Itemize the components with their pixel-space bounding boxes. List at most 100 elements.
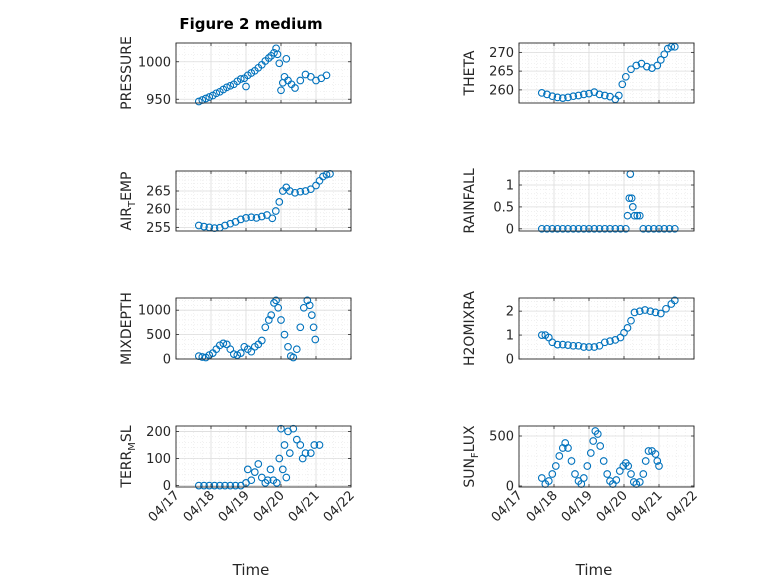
data-point — [221, 221, 229, 230]
data-point — [322, 71, 331, 80]
data-point — [215, 481, 224, 490]
data-point — [644, 224, 653, 233]
y-axis-label: THETA — [462, 50, 478, 96]
subplot-h2omixra: 0 1 2 H2OMIXRA — [462, 291, 695, 368]
data-point — [231, 481, 240, 490]
data-point — [270, 299, 278, 307]
data-point — [595, 341, 604, 350]
data-point — [555, 452, 564, 460]
data-point — [551, 462, 560, 470]
data-point — [543, 90, 551, 99]
data-point — [306, 449, 315, 457]
x-tick-label: 04/18 — [524, 488, 561, 525]
data-point — [630, 211, 639, 220]
data-point — [292, 435, 301, 444]
data-point — [574, 341, 583, 350]
data-point — [641, 306, 649, 314]
data-point — [564, 444, 572, 452]
x-tick-label: 04/21 — [629, 488, 666, 525]
y-tick-label: 1 — [506, 179, 514, 194]
data-point — [579, 474, 588, 482]
data-point — [564, 224, 572, 233]
data-point — [277, 424, 285, 433]
x-axis-label-right: Time — [575, 561, 613, 579]
x-tick-label: 04/21 — [286, 488, 323, 525]
data-point — [653, 457, 662, 465]
data-point — [285, 187, 294, 195]
data-point — [558, 340, 567, 349]
x-tick-label: 04/18 — [181, 488, 218, 525]
data-point — [282, 54, 291, 63]
data-point — [303, 296, 312, 305]
data-point — [226, 481, 235, 490]
data-point — [282, 473, 291, 482]
data-point — [667, 42, 676, 51]
data-point — [635, 211, 644, 220]
y-tick-label: 100 — [146, 452, 171, 467]
data-point — [662, 304, 670, 313]
data-point — [205, 481, 214, 490]
data-point — [272, 296, 280, 305]
data-point — [226, 219, 235, 228]
data-point — [315, 441, 324, 449]
data-point — [264, 316, 273, 324]
data-point — [603, 470, 612, 478]
y-tick-label: 500 — [489, 430, 514, 445]
figure-title: Figure 2 medium — [179, 15, 322, 33]
axes-box — [518, 425, 695, 488]
subplot-rainfall: 0 0.5 1 RAINFALL — [462, 168, 695, 237]
x-tick-label: 04/20 — [251, 488, 288, 525]
data-point — [252, 214, 261, 222]
data-point — [219, 339, 228, 348]
data-point — [247, 213, 256, 222]
data-point — [242, 214, 250, 222]
data-point — [289, 353, 298, 362]
data-point — [285, 449, 294, 457]
subplot-theta: 260 265 270 THETA — [462, 42, 695, 104]
y-tick-label: 950 — [146, 93, 171, 108]
axes-box — [175, 170, 352, 232]
data-point — [670, 224, 679, 233]
data-point — [254, 460, 263, 468]
data-point — [264, 54, 273, 62]
data-point — [291, 188, 299, 197]
data-point — [305, 301, 314, 310]
data-point — [623, 324, 632, 332]
y-axis-label: PRESSURE — [119, 36, 135, 110]
data-point — [564, 341, 572, 349]
data-point — [595, 224, 604, 233]
data-point — [548, 92, 557, 101]
data-point — [571, 470, 579, 478]
data-point — [301, 187, 310, 195]
y-tick-label: 0 — [506, 222, 514, 237]
data-point — [257, 212, 266, 221]
data-point — [194, 97, 203, 106]
data-point — [277, 86, 285, 95]
y-tick-label: 2 — [506, 305, 514, 320]
data-point — [627, 194, 636, 203]
data-point — [201, 94, 210, 103]
data-point — [306, 72, 315, 81]
data-point — [306, 185, 315, 194]
data-point — [606, 224, 614, 233]
data-point — [632, 61, 641, 70]
data-point — [595, 90, 604, 99]
data-point — [296, 187, 305, 196]
data-point — [263, 211, 271, 219]
data-point — [655, 462, 663, 470]
y-axis-label: RAINFALL — [462, 168, 478, 233]
data-point — [625, 194, 634, 203]
data-point — [275, 454, 284, 463]
data-point — [278, 465, 287, 474]
data-point — [242, 82, 250, 91]
data-point — [247, 476, 256, 485]
y-tick-label: 1000 — [138, 304, 171, 319]
data-point — [301, 449, 310, 457]
data-point — [289, 424, 298, 433]
data-point — [257, 336, 266, 345]
data-point — [537, 224, 546, 233]
data-point — [574, 91, 583, 100]
data-point — [296, 76, 305, 85]
data-point — [537, 474, 546, 482]
